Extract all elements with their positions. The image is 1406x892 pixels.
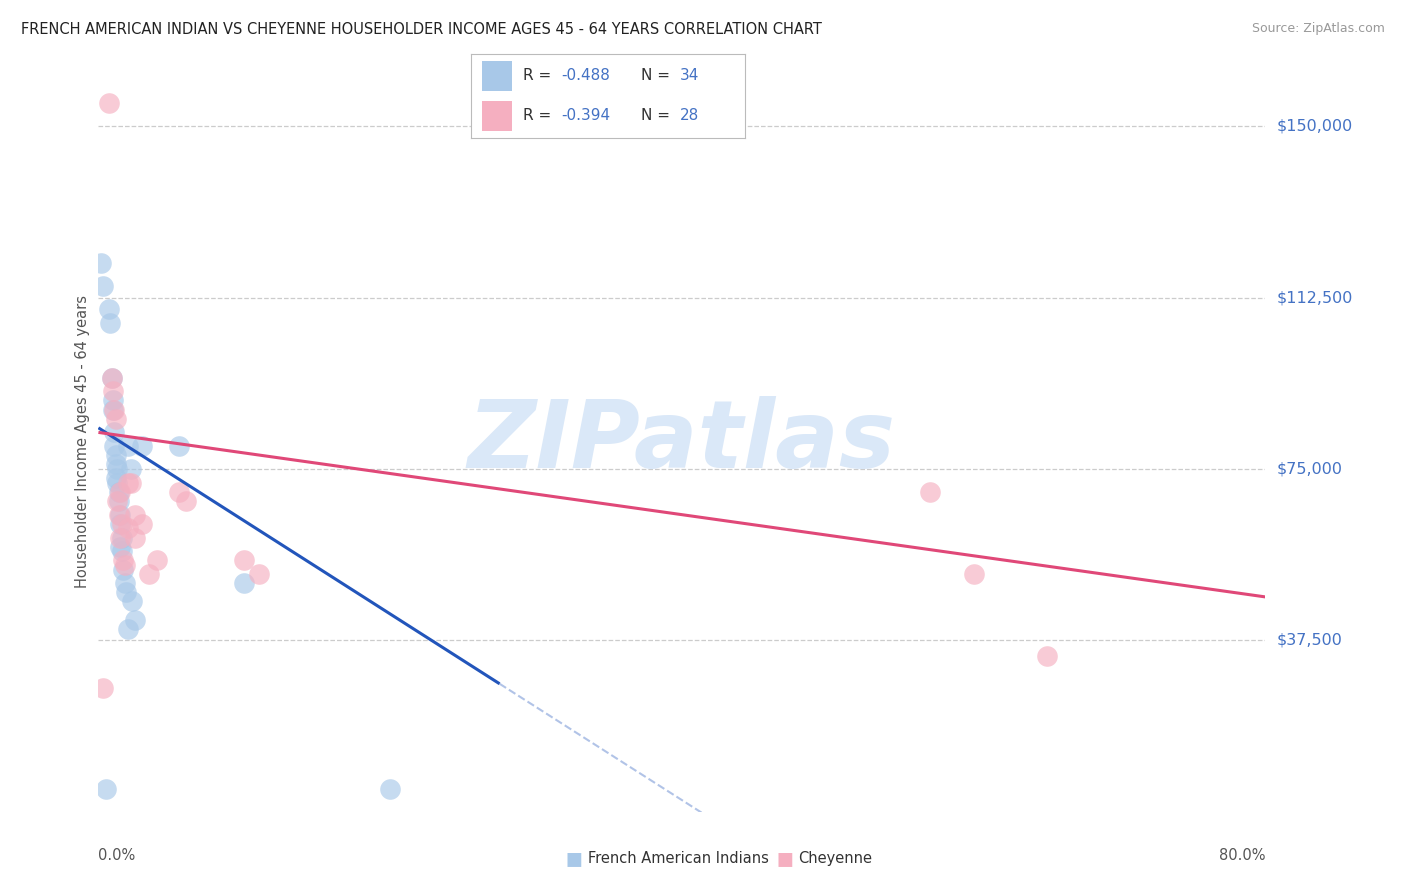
Point — [918, 484, 941, 499]
Point — [104, 448, 127, 462]
Point — [167, 484, 190, 499]
Point — [112, 562, 135, 576]
Text: Cheyenne: Cheyenne — [799, 851, 873, 865]
Text: $112,500: $112,500 — [1277, 290, 1354, 305]
Point — [124, 613, 146, 627]
Point — [120, 462, 142, 476]
Point — [103, 439, 125, 453]
Point — [103, 425, 125, 440]
Point — [114, 576, 136, 591]
Point — [111, 516, 134, 531]
Text: $75,000: $75,000 — [1277, 461, 1343, 476]
Point — [110, 484, 132, 499]
Point — [105, 475, 128, 490]
Text: FRENCH AMERICAN INDIAN VS CHEYENNE HOUSEHOLDER INCOME AGES 45 - 64 YEARS CORRELA: FRENCH AMERICAN INDIAN VS CHEYENNE HOUSE… — [21, 22, 823, 37]
Point — [103, 402, 125, 417]
Point — [108, 484, 131, 499]
Bar — [482, 101, 512, 130]
Point — [117, 622, 139, 636]
Point — [167, 439, 190, 453]
Point — [110, 516, 132, 531]
Point — [100, 370, 122, 384]
Point — [111, 544, 134, 558]
Point — [112, 553, 135, 567]
Point — [111, 531, 134, 545]
Point — [108, 494, 131, 508]
Point — [110, 531, 132, 545]
Point — [91, 279, 114, 293]
Y-axis label: Householder Income Ages 45 - 64 years: Householder Income Ages 45 - 64 years — [75, 295, 90, 588]
Text: 34: 34 — [679, 68, 699, 83]
Point — [104, 471, 127, 485]
Point — [98, 316, 121, 330]
Point — [91, 681, 114, 696]
Point — [174, 494, 197, 508]
Text: R =: R = — [523, 108, 557, 123]
Point — [115, 585, 138, 599]
Point — [97, 96, 120, 111]
Text: N =: N = — [641, 108, 675, 123]
Point — [138, 567, 160, 582]
Point — [110, 540, 132, 554]
Point — [101, 393, 124, 408]
Point — [131, 516, 153, 531]
Point — [1035, 649, 1057, 664]
Text: -0.394: -0.394 — [561, 108, 610, 123]
Text: French American Indians: French American Indians — [588, 851, 769, 865]
Point — [121, 594, 143, 608]
Point — [101, 402, 124, 417]
Text: 80.0%: 80.0% — [1219, 848, 1265, 863]
Point — [101, 384, 124, 399]
Point — [94, 781, 117, 796]
Point — [114, 558, 136, 572]
Text: R =: R = — [523, 68, 557, 83]
Point — [120, 475, 142, 490]
Text: Source: ZipAtlas.com: Source: ZipAtlas.com — [1251, 22, 1385, 36]
Point — [247, 567, 270, 582]
Point — [233, 576, 256, 591]
Point — [124, 508, 146, 522]
Point — [100, 370, 122, 384]
Point — [104, 458, 127, 472]
Point — [105, 494, 128, 508]
Text: $37,500: $37,500 — [1277, 632, 1343, 648]
Point — [378, 781, 402, 796]
Point — [110, 508, 132, 522]
Point — [117, 439, 139, 453]
Point — [131, 439, 153, 453]
Point — [146, 553, 169, 567]
Bar — [482, 62, 512, 91]
Text: ▪: ▪ — [776, 844, 794, 872]
Text: -0.488: -0.488 — [561, 68, 610, 83]
Point — [233, 553, 256, 567]
Point — [90, 256, 112, 270]
Point — [97, 301, 120, 316]
Text: 0.0%: 0.0% — [98, 848, 135, 863]
Text: 28: 28 — [679, 108, 699, 123]
Point — [104, 411, 127, 425]
Point — [117, 521, 139, 535]
Point — [108, 508, 131, 522]
Text: ZIPatlas: ZIPatlas — [468, 395, 896, 488]
Point — [105, 462, 128, 476]
Point — [962, 567, 984, 582]
Text: N =: N = — [641, 68, 675, 83]
Point — [117, 475, 139, 490]
Text: $150,000: $150,000 — [1277, 119, 1354, 134]
Point — [124, 531, 146, 545]
Text: ▪: ▪ — [565, 844, 583, 872]
